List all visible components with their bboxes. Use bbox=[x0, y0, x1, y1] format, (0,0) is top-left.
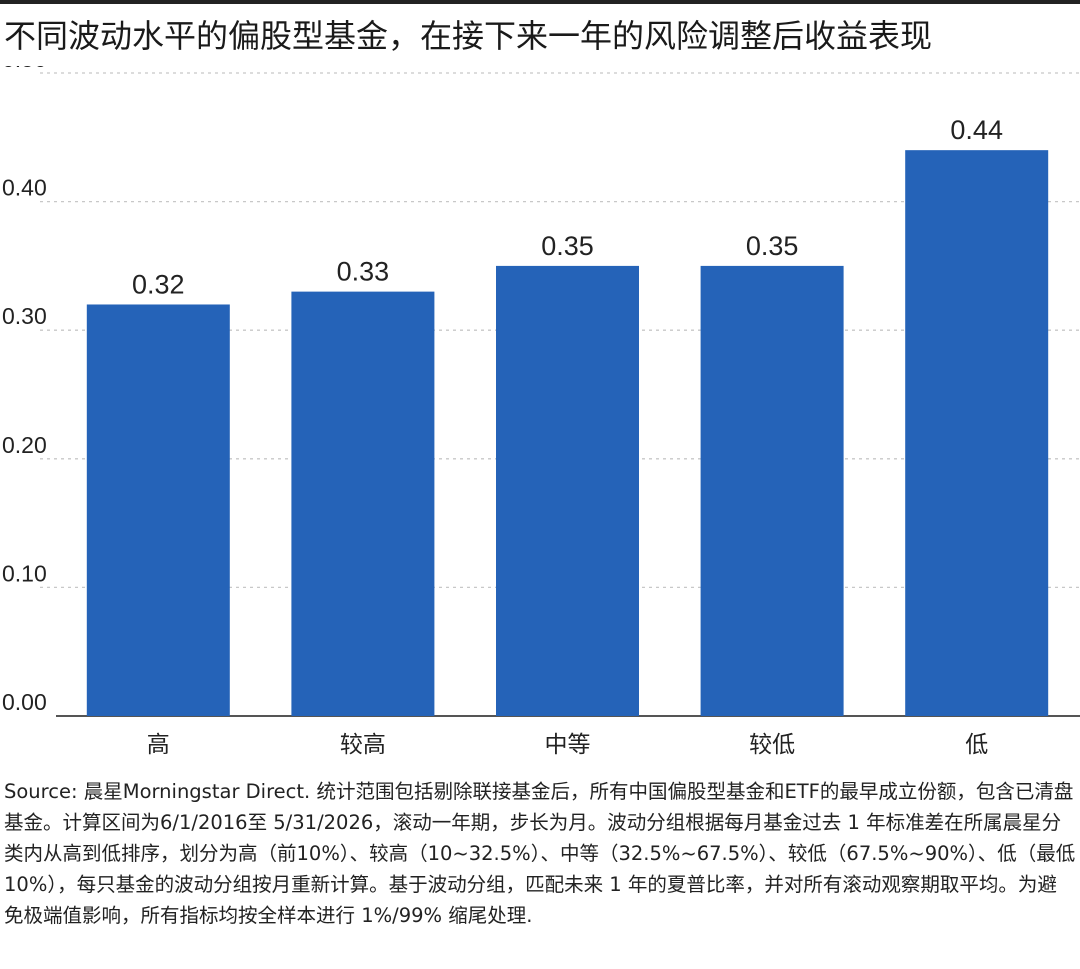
x-category-labels: 高 较高 中等 较低 低 bbox=[147, 731, 988, 757]
bar bbox=[86, 304, 230, 716]
x-tick-label: 较高 bbox=[340, 731, 386, 757]
x-tick-label: 中等 bbox=[545, 731, 591, 757]
bar-value-label: 0.44 bbox=[950, 115, 1003, 145]
y-tick-label: 0.10 bbox=[2, 560, 47, 586]
bar bbox=[700, 265, 844, 716]
bar-value-label: 0.35 bbox=[541, 231, 594, 261]
bar-value-label: 0.35 bbox=[746, 231, 799, 261]
chart-title: 不同波动水平的偏股型基金，在接下来一年的风险调整后收益表现 bbox=[4, 17, 933, 55]
x-tick-label: 高 bbox=[147, 731, 170, 757]
y-tick-label: 0.20 bbox=[2, 432, 47, 458]
y-tick-label: 0.30 bbox=[2, 303, 47, 329]
bar bbox=[496, 265, 639, 716]
y-tick-label: 0.50 bbox=[2, 66, 47, 72]
y-tick-label: 0.40 bbox=[2, 175, 47, 201]
y-tick-label: 0.00 bbox=[2, 689, 47, 715]
value-labels: 0.32 0.33 0.35 0.35 0.44 bbox=[132, 115, 1003, 299]
bar bbox=[905, 150, 1049, 716]
y-tick-labels: 0.00 0.10 0.20 0.30 0.40 0.50 bbox=[2, 66, 47, 715]
bar-value-label: 0.33 bbox=[337, 257, 390, 287]
bar-value-label: 0.32 bbox=[132, 269, 185, 299]
top-rule bbox=[0, 0, 1080, 4]
bars bbox=[86, 150, 1049, 716]
bar bbox=[291, 291, 435, 716]
x-tick-label: 较低 bbox=[749, 731, 795, 757]
source-note: Source: 晨星Morningstar Direct. 统计范围包括剔除联接… bbox=[4, 780, 1076, 927]
bar-chart: 0.32 0.33 0.35 0.35 0.44 0.00 0.10 0.20 0.30 0.4… bbox=[2, 66, 1080, 757]
x-tick-label: 低 bbox=[965, 731, 988, 757]
